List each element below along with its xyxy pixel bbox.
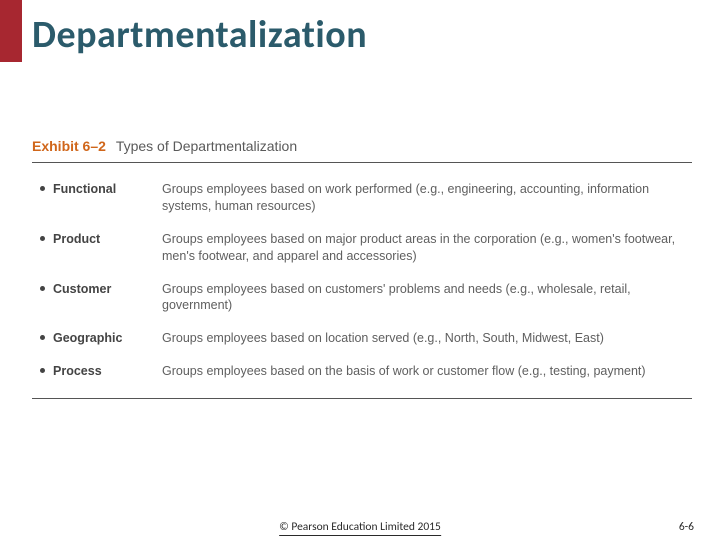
table-row: Product Groups employees based on major … — [32, 231, 692, 265]
exhibit-title: Types of Departmentalization — [116, 138, 297, 154]
row-description: Groups employees based on work performed… — [162, 181, 692, 215]
bullet-icon — [40, 335, 45, 340]
table-row: Functional Groups employees based on wor… — [32, 181, 692, 215]
bullet-icon — [40, 186, 45, 191]
row-description: Groups employees based on the basis of w… — [162, 363, 692, 380]
table-row: Customer Groups employees based on custo… — [32, 281, 692, 315]
page-number: 6-6 — [679, 520, 694, 534]
row-label-cell: Geographic — [32, 330, 162, 347]
row-label-cell: Functional — [32, 181, 162, 198]
row-description: Groups employees based on location serve… — [162, 330, 692, 347]
exhibit-number: Exhibit 6–2 — [32, 138, 106, 154]
table-row: Process Groups employees based on the ba… — [32, 363, 692, 380]
page-title: Departmentalization — [32, 12, 367, 58]
bullet-icon — [40, 236, 45, 241]
table-row: Geographic Groups employees based on loc… — [32, 330, 692, 347]
row-description: Groups employees based on customers' pro… — [162, 281, 692, 315]
row-label-cell: Process — [32, 363, 162, 380]
copyright-text: © Pearson Education Limited 2015 — [279, 520, 441, 536]
bullet-icon — [40, 368, 45, 373]
exhibit-header: Exhibit 6–2 Types of Departmentalization — [32, 138, 692, 154]
row-label-cell: Customer — [32, 281, 162, 298]
row-label: Product — [53, 231, 100, 248]
row-label-cell: Product — [32, 231, 162, 248]
types-table: Functional Groups employees based on wor… — [32, 162, 692, 399]
row-label: Functional — [53, 181, 116, 198]
row-label: Customer — [53, 281, 111, 298]
row-description: Groups employees based on major product … — [162, 231, 692, 265]
row-label: Process — [53, 363, 102, 380]
row-label: Geographic — [53, 330, 122, 347]
bullet-icon — [40, 286, 45, 291]
accent-bar — [0, 0, 22, 62]
exhibit-block: Exhibit 6–2 Types of Departmentalization… — [32, 138, 692, 399]
